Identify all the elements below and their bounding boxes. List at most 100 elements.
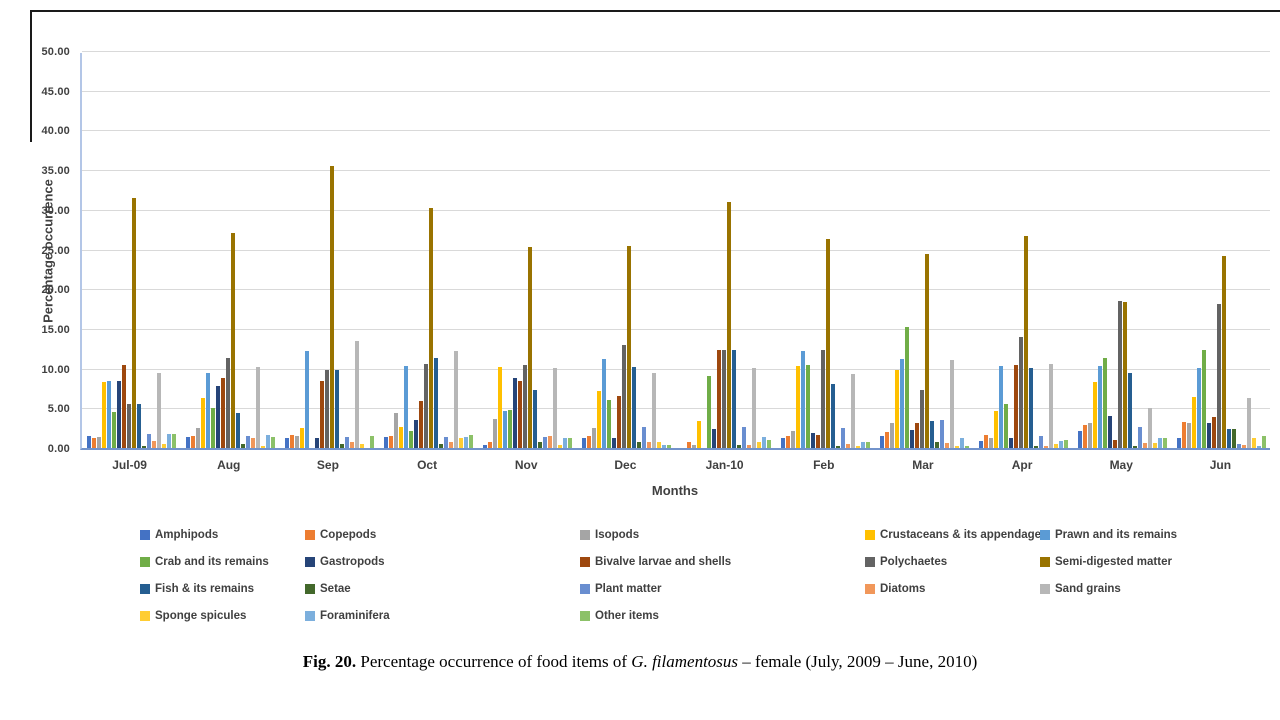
bar: [289, 435, 294, 448]
legend-item: Polychaetes: [865, 556, 1040, 568]
y-tick-label: 45.00: [41, 85, 70, 98]
legend-swatch-icon: [865, 529, 875, 540]
page-border-top: [30, 10, 1280, 12]
bar: [319, 381, 324, 448]
gridline: [82, 289, 1270, 291]
x-tick-label: Oct: [417, 458, 438, 472]
bar: [1158, 438, 1163, 448]
legend-item: Isopods: [580, 529, 865, 541]
x-tick-label: Mar: [912, 458, 934, 472]
bar: [299, 428, 304, 448]
bar: [587, 436, 592, 448]
legend-label: Sponge spicules: [155, 609, 247, 622]
bar: [1262, 436, 1267, 448]
legend-swatch-icon: [1040, 583, 1050, 594]
legend-label: Copepods: [320, 528, 377, 541]
legend-item: Crab and its remains: [140, 556, 305, 568]
bar: [250, 438, 255, 448]
bar: [746, 445, 751, 448]
bar: [294, 436, 299, 448]
legend-label: Polychaetes: [880, 555, 948, 568]
bar: [304, 351, 309, 448]
bar: [444, 437, 449, 448]
bar: [657, 442, 662, 448]
legend-swatch-icon: [865, 556, 875, 567]
bar-group: [682, 53, 772, 448]
legend-label: Foraminifera: [320, 609, 390, 622]
bar: [324, 370, 329, 448]
bar: [721, 350, 726, 448]
bar: [800, 351, 805, 448]
bar: [855, 446, 860, 448]
bar: [845, 444, 850, 448]
bar: [805, 365, 810, 448]
bar: [1039, 436, 1044, 448]
caption-figure-number: Fig. 20.: [302, 652, 357, 671]
bar: [1143, 443, 1148, 448]
bar: [1237, 444, 1242, 448]
bar: [1078, 431, 1083, 448]
x-tick-label: Nov: [514, 458, 538, 472]
bar: [929, 421, 934, 448]
bar: [245, 436, 250, 448]
bar: [1207, 423, 1212, 448]
legend-swatch-icon: [140, 556, 150, 567]
bar: [344, 437, 349, 448]
bar: [914, 423, 919, 448]
legend-item: Foraminifera: [305, 610, 580, 622]
bar: [488, 442, 493, 448]
bar: [469, 435, 474, 448]
bar: [265, 435, 270, 448]
bar: [1123, 302, 1128, 448]
bar: [1113, 440, 1118, 448]
bar-group: [1177, 53, 1267, 448]
bar: [205, 373, 210, 448]
bar: [136, 404, 141, 448]
bar: [156, 373, 161, 448]
bar: [1128, 373, 1133, 448]
bar: [994, 411, 999, 448]
legend-swatch-icon: [580, 610, 590, 621]
legend-item: Setae: [305, 583, 580, 595]
x-tick-label: Jan-10: [705, 458, 744, 472]
legend-swatch-icon: [140, 583, 150, 594]
bar: [815, 435, 820, 448]
bar: [1138, 427, 1143, 448]
gridline: [82, 130, 1270, 132]
legend-swatch-icon: [305, 529, 315, 540]
bar: [394, 413, 399, 448]
legend-item: Semi-digested matter: [1040, 556, 1250, 568]
bar: [711, 429, 716, 448]
bar: [185, 437, 190, 448]
bar: [622, 345, 627, 448]
bar: [1029, 368, 1034, 448]
legend-swatch-icon: [305, 556, 315, 567]
legend-item: Sand grains: [1040, 583, 1250, 595]
bar: [1202, 350, 1207, 448]
legend-label: Prawn and its remains: [1055, 528, 1178, 541]
bar-group: [185, 53, 276, 448]
bar: [1103, 358, 1108, 448]
bar: [513, 378, 518, 448]
bar: [835, 446, 840, 448]
bar: [1098, 366, 1103, 448]
bar: [1217, 304, 1222, 448]
bar: [558, 445, 563, 448]
bar: [642, 427, 647, 448]
x-tick-label: May: [1109, 458, 1133, 472]
bar: [810, 433, 815, 448]
bar: [904, 327, 909, 448]
bar: [607, 400, 612, 448]
bar: [1014, 365, 1019, 448]
bar: [820, 350, 825, 448]
bar: [884, 432, 889, 448]
bar: [909, 430, 914, 448]
bar: [756, 442, 761, 448]
bar: [741, 427, 746, 448]
bar: [498, 367, 503, 448]
caption-text-tail: – female (July, 2009 – June, 2010): [738, 652, 978, 671]
legend-item: Diatoms: [865, 583, 1040, 595]
bar: [979, 441, 984, 448]
bar: [543, 437, 548, 448]
bar: [1222, 256, 1227, 448]
